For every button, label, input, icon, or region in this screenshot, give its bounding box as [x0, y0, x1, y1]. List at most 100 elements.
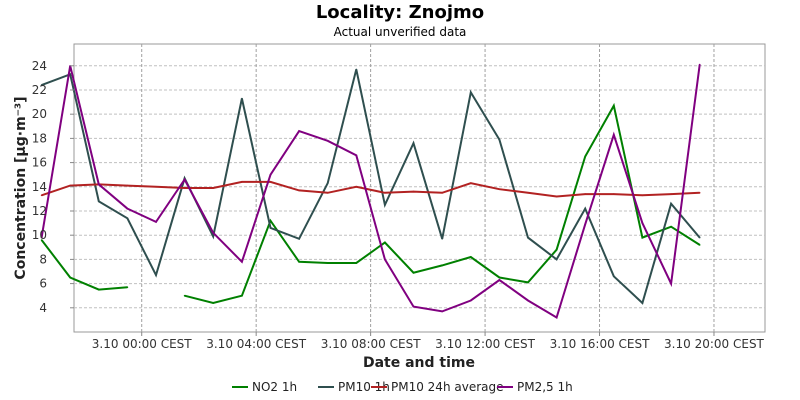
x-tick-label: 3.10 20:00 CEST: [664, 337, 765, 351]
series-point: [269, 173, 272, 176]
series-point: [412, 305, 415, 308]
series-point: [498, 188, 501, 190]
legend-label-3: PM2,5 1h: [517, 380, 573, 394]
series-point: [269, 227, 272, 229]
series-point: [69, 276, 71, 279]
series-point: [555, 258, 558, 261]
series-layer: [40, 63, 701, 320]
series-point: [126, 207, 129, 210]
x-axis-ticks: 3.10 00:00 CEST 3.10 04:00 CEST 3.10 08:00…: [92, 332, 765, 351]
series-point: [670, 282, 672, 285]
series-line-3: [40, 64, 701, 320]
series-point: [698, 244, 701, 246]
legend-label-1: PM10 1h: [338, 380, 390, 394]
series-point: [470, 256, 472, 258]
series-point: [183, 187, 186, 189]
series-point: [412, 190, 415, 193]
chart-title: Locality: Znojmo: [316, 2, 484, 23]
series-point: [241, 97, 243, 100]
series-point: [670, 225, 672, 228]
legend-label-0: NO2 1h: [252, 380, 297, 394]
series-point: [384, 204, 386, 206]
series-point: [555, 316, 558, 319]
y-axis-title: Concentration [µg·m⁻³]: [13, 96, 29, 279]
y-tick-label: 12: [32, 204, 47, 218]
series-line-2: [41, 180, 700, 198]
series-point: [326, 140, 329, 142]
series-point: [326, 262, 329, 264]
series-point: [613, 104, 615, 107]
series-point: [470, 299, 472, 302]
series-point: [40, 194, 43, 197]
series-point: [470, 91, 472, 94]
series-point: [40, 239, 43, 241]
chart-subtitle: Actual unverified data: [334, 25, 467, 39]
series-point: [298, 238, 300, 240]
y-tick-label: 18: [32, 131, 47, 145]
series-line-1: [41, 69, 701, 305]
series-point: [298, 130, 300, 132]
series-point: [555, 248, 558, 251]
series-point: [584, 207, 586, 210]
grid: [74, 44, 765, 332]
y-tick-label: 22: [32, 83, 47, 97]
series-point: [641, 302, 644, 304]
series-point: [126, 286, 129, 289]
series-point: [355, 154, 358, 157]
series-point: [613, 275, 615, 278]
x-tick-label: 3.10 00:00 CEST: [92, 337, 193, 351]
series-point: [384, 192, 386, 194]
y-tick-label: 6: [39, 277, 47, 291]
legend: NO2 1h PM10 1h PM10 24h average PM2,5 1h: [232, 380, 573, 394]
y-tick-label: 20: [32, 107, 47, 121]
series-point: [126, 217, 129, 220]
series-point: [241, 294, 243, 297]
series-point: [498, 279, 501, 281]
series-point: [384, 258, 386, 261]
series-point: [412, 142, 415, 144]
series-point: [441, 310, 444, 313]
series-point: [441, 238, 444, 240]
series-point: [698, 192, 701, 194]
x-tick-label: 3.10 12:00 CEST: [435, 337, 536, 351]
series-point: [527, 236, 529, 239]
series-point: [670, 193, 672, 195]
series-point: [183, 178, 186, 181]
y-tick-label: 10: [32, 228, 47, 242]
series-point: [670, 202, 672, 205]
series-point: [212, 302, 214, 304]
series-point: [355, 186, 358, 188]
series-point: [555, 195, 558, 198]
x-tick-label: 3.10 16:00 CEST: [550, 337, 651, 351]
series-point: [613, 134, 615, 136]
series-point: [326, 182, 329, 184]
series-point: [126, 184, 129, 187]
series-point: [269, 219, 272, 222]
series-point: [527, 192, 529, 194]
x-tick-label: 3.10 08:00 CEST: [321, 337, 422, 351]
series-point: [155, 186, 157, 188]
series-point: [355, 262, 358, 264]
series-point: [584, 223, 586, 226]
series-point: [641, 222, 644, 224]
series-point: [98, 183, 100, 186]
series-point: [155, 221, 157, 223]
series-point: [698, 63, 701, 66]
y-tick-label: 4: [39, 301, 47, 315]
series-point: [355, 68, 358, 71]
series-point: [698, 236, 701, 239]
series-point: [69, 184, 71, 187]
series-point: [412, 271, 415, 274]
series-point: [641, 236, 644, 239]
y-tick-label: 16: [32, 156, 47, 170]
series-point: [212, 235, 214, 238]
series-point: [641, 194, 644, 197]
y-tick-label: 14: [32, 180, 47, 194]
series-point: [241, 181, 243, 183]
series-point: [212, 232, 214, 234]
series-point: [298, 189, 300, 192]
series-point: [584, 155, 586, 158]
series-point: [527, 281, 529, 284]
series-point: [584, 193, 586, 195]
